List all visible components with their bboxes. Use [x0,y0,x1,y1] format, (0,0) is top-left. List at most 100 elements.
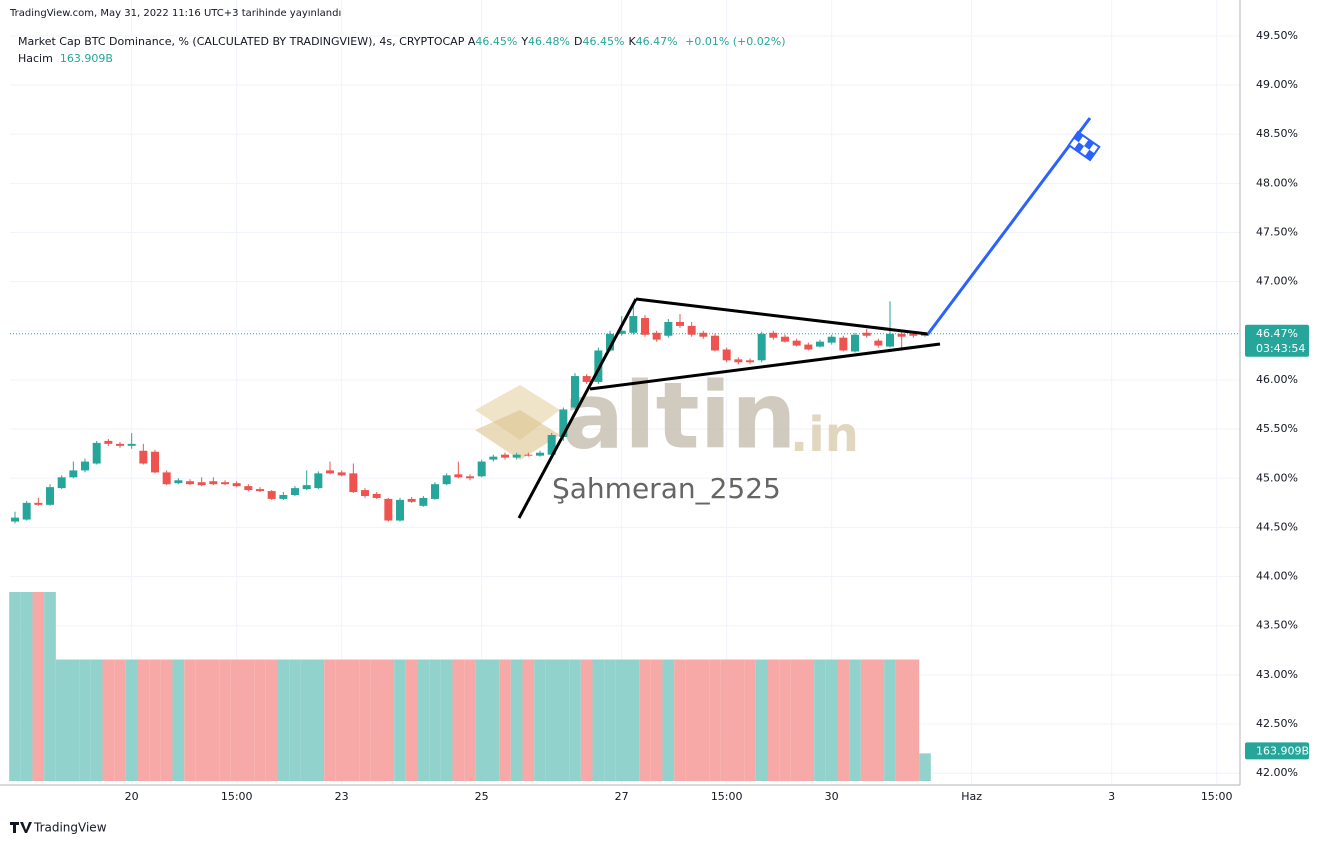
volume-bar [557,659,570,781]
candle-body [676,321,685,326]
ohlc-label: Y [521,35,529,48]
volume-bar [685,659,698,781]
candle-body [664,321,673,336]
watermark-logo [475,410,560,460]
volume-bar [125,659,138,781]
candle-body [734,359,743,363]
volume-bar [464,659,476,781]
candles [10,301,1240,524]
last-price-box [1245,324,1309,357]
y-tick-label: 45.00% [1256,471,1298,484]
candle-body [851,334,860,352]
candle-body [466,476,475,479]
volume-bar [440,659,453,781]
volume-bar [137,659,150,781]
last-price-label: 46.47% [1256,327,1298,340]
y-tick-label: 44.00% [1256,570,1298,583]
volume-bar [219,659,231,781]
candle-body [512,454,521,458]
volume-bar [324,659,336,781]
candle-body [687,325,696,335]
volume [9,592,931,781]
volume-bar [569,659,581,781]
volume-bar [405,659,418,781]
volume-bar [802,659,815,781]
volume-bar [44,592,56,781]
candle-body [279,494,288,499]
y-tick-label: 47.50% [1256,226,1298,239]
volume-bar [825,659,838,781]
x-tick-label: 15:00 [711,790,743,803]
volume-bar [872,659,885,781]
ohlc-value: 46.47% [635,35,678,48]
ohlc-label: K [628,35,636,48]
volume-bar [102,659,115,781]
x-tick-label: 30 [825,790,839,803]
volume-bar [55,659,68,781]
candle-body [547,435,556,455]
y-tick-label: 46.00% [1256,373,1298,386]
volume-bar [79,659,91,781]
ohlc-value: 46.48% [528,35,570,48]
countdown: 03:43:54 [1256,342,1305,355]
candle-body [816,341,825,347]
axes: 49.50%49.00%48.50%48.00%47.50%47.00%46.5… [125,29,1309,803]
candle-body [652,332,661,340]
volume-bar [114,659,126,781]
candle-body [81,461,90,471]
candle-body [396,499,405,521]
candle-body [22,502,31,520]
volume-bar [277,659,290,781]
y-tick-label: 44.50% [1256,520,1298,533]
volume-bar [895,659,908,781]
candle-body [594,350,603,382]
candle-body [92,442,101,464]
candle-body [127,443,136,446]
candle-body [361,490,370,496]
ohlc-label: D [574,35,583,48]
candle-body [757,333,766,361]
volume-bar [779,659,791,781]
volume-bar [265,659,278,781]
volume-bar [394,659,406,781]
candle-body [454,474,463,478]
volume-bar [207,659,220,781]
volume-legend: Hacim 163.909B [18,52,113,65]
y-tick-label: 42.50% [1256,717,1298,730]
volume-bar [767,659,780,781]
volume-label: Hacim [18,52,53,65]
footer-text: TradingView [33,821,107,835]
candle-body [769,332,778,338]
x-tick-label: Haz [961,790,982,803]
candle-body [186,481,195,485]
candle-body [291,488,300,495]
volume-bar [20,592,33,781]
candle-body [862,332,871,336]
volume-bar [429,659,441,781]
candle-body [419,497,428,506]
volume-bar [254,659,266,781]
volume-bar [522,659,535,781]
volume-bar [382,659,395,781]
volume-bar [627,659,640,781]
volume-bar [837,659,850,781]
candle-body [431,484,440,499]
volume-bar [592,659,605,781]
y-tick-label: 48.50% [1256,127,1298,140]
y-tick-label: 45.50% [1256,422,1298,435]
volume-bar [907,659,920,781]
candle-body [209,481,218,485]
volume-bar [242,659,255,781]
candle-body [629,316,638,333]
flag-icon [1067,130,1101,162]
ohlc-value: 46.45% [475,35,518,48]
ohlc-value: 46.45% [582,35,625,48]
volume-bar [545,659,558,781]
candle-body [827,336,836,343]
volume-bar [452,659,465,781]
candle-body [372,494,381,498]
candle-body [582,376,591,382]
volume-bar [347,659,360,781]
candle-body [804,344,813,350]
volume-bar [510,659,523,781]
